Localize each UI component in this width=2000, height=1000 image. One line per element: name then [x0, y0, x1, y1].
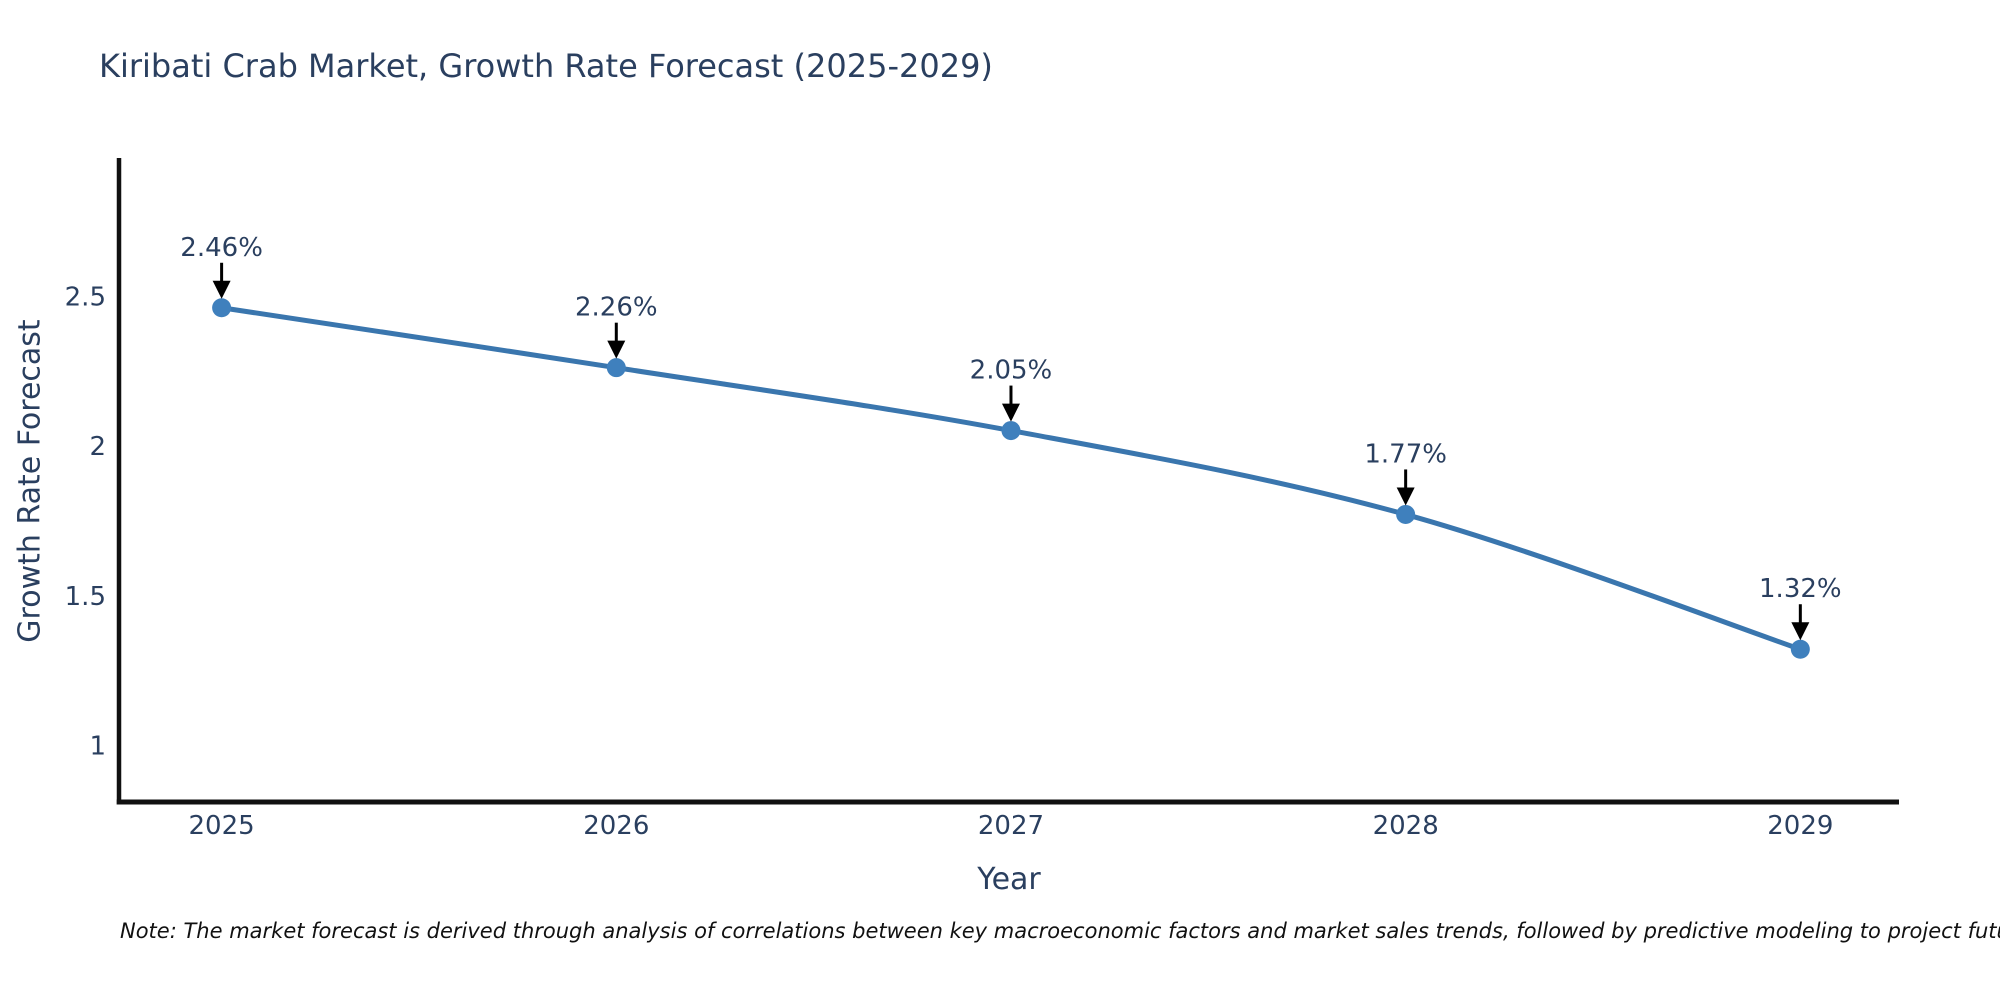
- chart-title: Kiribati Crab Market, Growth Rate Foreca…: [99, 47, 993, 85]
- annotation-arrowhead-icon: [1791, 622, 1810, 641]
- annotation-arrowhead-icon: [1001, 403, 1020, 422]
- footnote: Note: The market forecast is derived thr…: [120, 919, 2000, 943]
- annotation-arrowhead-icon: [1396, 487, 1415, 506]
- x-axis-title: Year: [977, 862, 1041, 897]
- annotation-arrowhead-icon: [212, 280, 231, 299]
- data-point[interactable]: [1790, 639, 1810, 659]
- x-tick-label: 2028: [1373, 811, 1439, 841]
- data-point[interactable]: [1001, 421, 1021, 441]
- data-point[interactable]: [1396, 504, 1416, 524]
- y-tick-label: 2: [89, 432, 106, 462]
- data-point[interactable]: [606, 358, 626, 378]
- x-tick-label: 2026: [583, 811, 649, 841]
- data-label: 2.26%: [575, 293, 658, 323]
- data-point[interactable]: [212, 298, 232, 318]
- x-tick-label: 2027: [978, 811, 1044, 841]
- y-tick-label: 1.5: [65, 582, 106, 612]
- data-label: 2.46%: [180, 233, 263, 263]
- data-label: 1.77%: [1364, 439, 1447, 469]
- data-label: 2.05%: [970, 356, 1053, 386]
- annotation-arrowhead-icon: [607, 340, 626, 359]
- y-tick-label: 2.5: [65, 282, 106, 312]
- x-tick-label: 2029: [1767, 811, 1833, 841]
- data-label: 1.32%: [1759, 574, 1842, 604]
- y-tick-label: 1: [89, 732, 106, 762]
- x-tick-label: 2025: [189, 811, 255, 841]
